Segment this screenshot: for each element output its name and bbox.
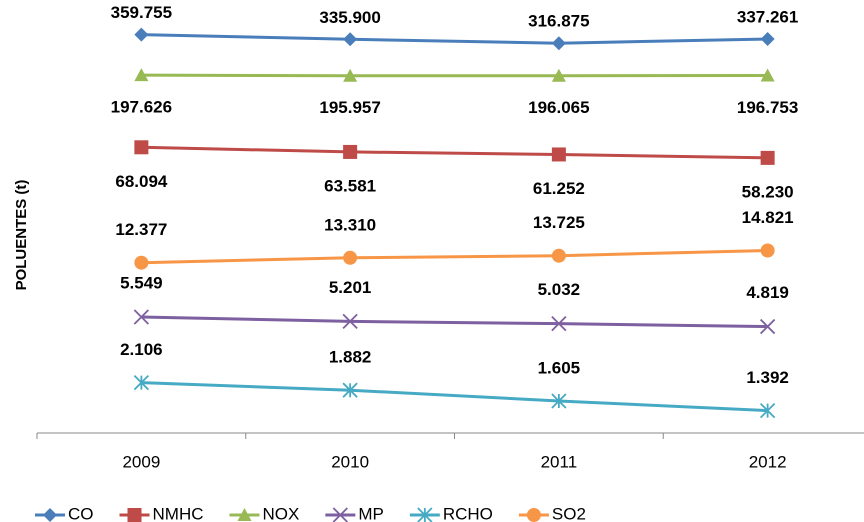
marker: [760, 68, 775, 82]
value-label: 68.094: [115, 172, 168, 191]
value-label: 1.605: [538, 358, 581, 377]
value-label: 2.106: [120, 340, 163, 359]
value-label: 61.252: [533, 179, 585, 198]
value-label: 5.549: [120, 273, 163, 292]
marker: [43, 508, 57, 522]
marker: [133, 374, 150, 391]
marker: [343, 144, 358, 159]
marker: [134, 255, 149, 270]
series-line: [141, 381, 768, 413]
value-label: 1.392: [746, 368, 789, 387]
value-label: 196.065: [528, 98, 589, 117]
x-tick-label: 2011: [541, 452, 578, 471]
marker: [551, 147, 566, 162]
marker: [134, 27, 149, 42]
legend-label: NOX: [263, 504, 300, 522]
marker: [332, 507, 348, 522]
marker: [343, 250, 358, 265]
marker: [134, 140, 149, 155]
marker: [551, 68, 566, 82]
series-line: [141, 145, 768, 160]
value-label: 1.882: [329, 348, 372, 367]
marker: [551, 315, 567, 332]
marker: [417, 507, 433, 522]
legend-label: RCHO: [443, 504, 493, 522]
marker: [237, 508, 252, 521]
value-label: 4.819: [746, 283, 789, 302]
marker: [760, 243, 775, 258]
marker: [551, 393, 567, 409]
x-tick-label: 2012: [749, 452, 787, 471]
marker: [759, 318, 776, 335]
marker: [551, 248, 566, 263]
legend-label: SO2: [552, 504, 586, 522]
value-label: 197.626: [111, 98, 172, 117]
value-label: 5.201: [329, 278, 372, 297]
series-line: [141, 73, 768, 78]
marker: [343, 32, 358, 47]
series-line: [141, 33, 768, 45]
value-label: 14.821: [742, 208, 794, 227]
value-label: 58.230: [742, 182, 794, 201]
marker: [342, 313, 358, 330]
marker: [342, 382, 358, 398]
value-label: 337.261: [737, 7, 798, 26]
legend-label: CO: [68, 504, 94, 522]
marker: [343, 68, 358, 82]
value-label: 13.310: [324, 215, 376, 234]
marker: [134, 68, 149, 82]
value-label: 335.900: [319, 8, 380, 27]
marker: [759, 402, 776, 419]
x-tick-label: 2010: [331, 452, 369, 471]
value-label: 195.957: [319, 98, 380, 117]
y-axis-title: POLUENTES (t): [13, 180, 30, 291]
value-label: 196.753: [737, 98, 798, 117]
marker: [760, 150, 775, 165]
series-line: [141, 249, 768, 265]
marker: [127, 508, 142, 522]
marker: [133, 309, 150, 325]
marker: [760, 31, 775, 46]
marker: [526, 508, 541, 522]
value-label: 316.875: [528, 12, 589, 31]
series-line: [141, 315, 768, 329]
value-label: 359.755: [111, 3, 172, 22]
value-label: 12.377: [115, 220, 167, 239]
marker: [551, 36, 566, 51]
value-label: 63.581: [324, 176, 376, 195]
value-label: 13.725: [533, 213, 585, 232]
legend-label: MP: [358, 504, 384, 522]
x-tick-label: 2009: [122, 452, 160, 471]
legend-label: NMHC: [153, 504, 204, 522]
value-label: 5.032: [538, 280, 581, 299]
